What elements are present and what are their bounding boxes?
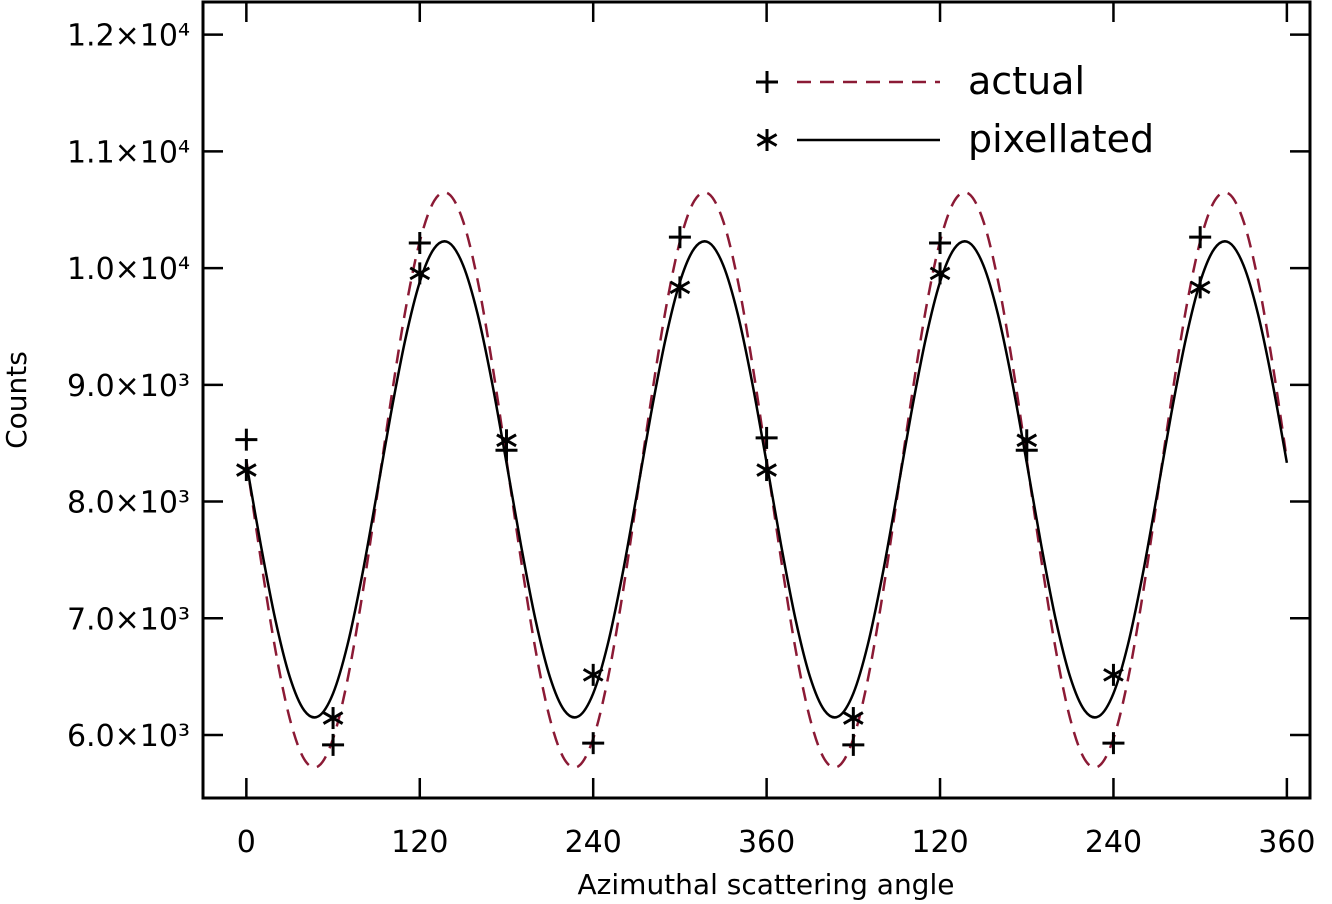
- plus-marker: [235, 428, 258, 451]
- marker-stroke: [496, 433, 517, 448]
- marker-stroke: [1189, 280, 1211, 295]
- marker-stroke: [1103, 668, 1124, 682]
- marker-stroke: [669, 280, 691, 295]
- marker-stroke: [843, 711, 864, 725]
- plus-marker: [1189, 226, 1212, 249]
- marker-stroke: [1016, 433, 1038, 448]
- y-tick-label: 1.0×10⁴: [67, 252, 190, 287]
- marker-stroke: [409, 266, 431, 281]
- legend-label: actual: [968, 59, 1085, 103]
- marker-stroke: [236, 463, 257, 477]
- star-marker: [756, 129, 778, 151]
- x-axis-label: Azimuthal scattering angle: [578, 868, 955, 901]
- plus-marker: [322, 733, 345, 756]
- plus-marker: [755, 426, 778, 449]
- star-marker: [322, 707, 344, 730]
- star-marker: [1189, 276, 1211, 299]
- star-marker: [409, 262, 431, 285]
- plus-marker: [582, 732, 605, 755]
- star-marker: [669, 276, 691, 299]
- y-tick-label: 7.0×10³: [67, 602, 190, 637]
- x-tick-label: 240: [565, 825, 622, 860]
- y-tick-label: 9.0×10³: [67, 369, 190, 404]
- marker-stroke: [929, 266, 951, 281]
- plus-marker: [1102, 732, 1125, 755]
- plus-marker: [756, 71, 778, 93]
- y-tick-label: 1.1×10⁴: [67, 135, 190, 170]
- y-tick-label: 8.0×10³: [67, 486, 190, 521]
- legend-label: pixellated: [968, 117, 1154, 161]
- star-marker: [236, 459, 257, 482]
- star-marker: [929, 262, 951, 285]
- star-marker: [843, 707, 864, 730]
- star-marker: [1103, 663, 1124, 686]
- star-marker: [582, 663, 604, 686]
- star-marker: [756, 459, 777, 482]
- star-marker: [496, 429, 517, 452]
- x-tick-label: 360: [1258, 825, 1315, 860]
- plot-frame: [201, 0, 1312, 800]
- star-marker: [1016, 429, 1038, 452]
- plus-marker: [842, 733, 865, 756]
- plus-marker: [668, 226, 691, 249]
- plus-marker: [929, 232, 952, 255]
- x-tick-label: 0: [237, 825, 256, 860]
- y-tick-label: 1.2×10⁴: [67, 19, 190, 54]
- x-tick-label: 120: [391, 825, 448, 860]
- x-tick-label: 240: [1085, 825, 1142, 860]
- y-axis-label: Counts: [0, 351, 33, 449]
- marker-stroke: [322, 711, 344, 725]
- x-tick-label: 120: [911, 825, 968, 860]
- plus-marker: [408, 232, 431, 255]
- marker-stroke: [582, 668, 604, 682]
- x-tick-label: 360: [738, 825, 795, 860]
- marker-stroke: [756, 463, 777, 477]
- y-tick-label: 6.0×10³: [67, 719, 190, 754]
- marker-stroke: [756, 133, 778, 147]
